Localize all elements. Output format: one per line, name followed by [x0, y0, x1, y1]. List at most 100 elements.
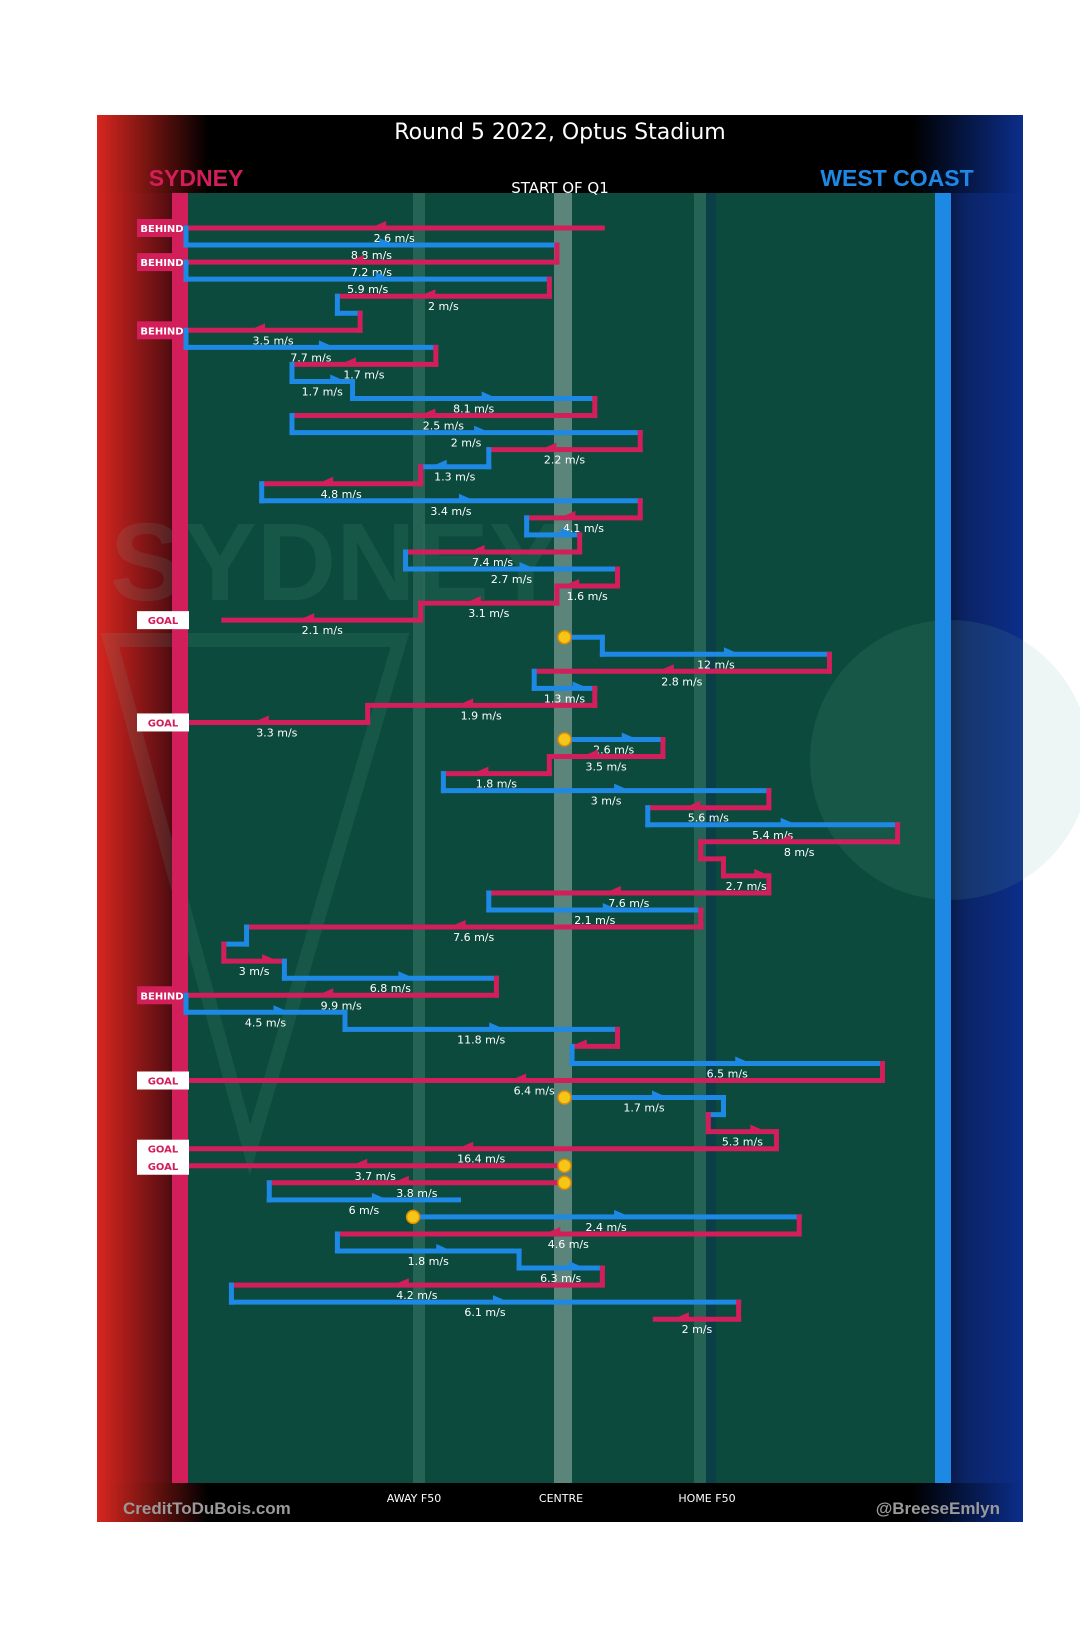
speed-label: 16.4 m/s: [457, 1153, 505, 1166]
direction-arrow: [330, 374, 347, 384]
outcome-label: GOAL: [148, 616, 179, 627]
speed-label: 2.1 m/s: [574, 914, 615, 927]
axis-label-home-f50: HOME F50: [678, 1492, 735, 1505]
speed-label: 3.8 m/s: [396, 1187, 437, 1200]
direction-arrow: [602, 903, 619, 912]
speed-label: 4.5 m/s: [245, 1016, 286, 1029]
outcome-label: GOAL: [148, 1077, 179, 1088]
direction-arrow: [735, 1056, 752, 1066]
speed-label: 1.8 m/s: [476, 778, 517, 791]
direction-arrow: [568, 1261, 585, 1271]
speed-label: 4.2 m/s: [396, 1289, 437, 1302]
speed-label: 6.8 m/s: [370, 982, 411, 995]
axis-label-centre: CENTRE: [539, 1492, 583, 1505]
direction-arrow: [493, 1295, 510, 1305]
speed-label: 3 m/s: [239, 965, 270, 978]
speed-label: 12 m/s: [697, 658, 735, 671]
direction-arrow: [780, 817, 797, 827]
speed-label: 3.1 m/s: [468, 607, 509, 620]
direction-arrow: [419, 408, 436, 418]
axis-label-away-f50: AWAY F50: [387, 1492, 441, 1505]
speed-label: 4.1 m/s: [563, 522, 604, 535]
speed-label: 2 m/s: [451, 437, 482, 450]
outcome-badge: [137, 219, 187, 237]
direction-arrow: [572, 681, 589, 691]
speed-label: 1.8 m/s: [408, 1255, 449, 1268]
sydney-team-name: SYDNEY: [149, 165, 244, 191]
westcoast-goal-line: [935, 193, 951, 1483]
direction-arrow: [468, 544, 485, 554]
direction-arrow: [519, 562, 536, 571]
direction-arrow: [481, 391, 498, 401]
direction-arrow: [371, 1192, 388, 1202]
direction-arrow: [510, 1073, 527, 1083]
direction-arrow: [540, 442, 557, 452]
direction-arrow: [472, 766, 489, 776]
speed-label: 1.7 m/s: [302, 385, 343, 398]
direction-arrow: [252, 715, 269, 725]
speed-label: 2.4 m/s: [586, 1221, 627, 1234]
direction-arrow: [489, 1022, 506, 1032]
direction-arrow: [398, 971, 415, 981]
direction-arrow: [436, 1244, 453, 1253]
sydney-goal-line: [172, 193, 188, 1483]
quarter-start-label: START OF Q1: [511, 179, 609, 197]
speed-label: 3.7 m/s: [355, 1170, 396, 1183]
speed-label: 11.8 m/s: [457, 1033, 505, 1046]
away-f50-line: [413, 193, 425, 1483]
speed-label: 4.8 m/s: [321, 488, 362, 501]
centre-line: [554, 193, 572, 1483]
outcome-label: GOAL: [148, 1145, 179, 1156]
stoppage-marker: [557, 1175, 572, 1191]
direction-arrow: [464, 596, 481, 606]
speed-label: 2 m/s: [682, 1323, 713, 1336]
direction-arrow: [672, 1312, 689, 1322]
direction-arrow: [775, 834, 792, 844]
direction-arrow: [419, 289, 436, 299]
outcome-badge: [137, 253, 187, 272]
speed-label: 5.6 m/s: [688, 812, 729, 825]
speed-label: 2.8 m/s: [661, 675, 702, 688]
outcome-label: GOAL: [148, 1162, 179, 1173]
outcome-label: GOAL: [148, 718, 179, 729]
outcome-label: BEHIND: [140, 224, 183, 235]
speed-label: 6.4 m/s: [514, 1085, 555, 1098]
speed-label: 3.5 m/s: [252, 334, 293, 347]
header-band: [97, 115, 1023, 193]
outcome-label: BEHIND: [140, 326, 183, 337]
westcoast-team-name: WEST COAST: [820, 165, 973, 191]
direction-arrow: [614, 783, 631, 793]
direction-arrow: [347, 255, 364, 265]
speed-label: 3.3 m/s: [256, 726, 297, 739]
direction-arrow: [657, 664, 674, 674]
direction-arrow: [298, 613, 315, 623]
speed-label: 3.5 m/s: [586, 761, 627, 774]
speed-label: 2.6 m/s: [593, 744, 634, 757]
direction-arrow: [273, 1005, 290, 1015]
stoppage-marker: [557, 1158, 572, 1173]
speed-label: 1.3 m/s: [434, 471, 475, 484]
speed-label: 1.9 m/s: [461, 709, 502, 722]
speed-label: 7.4 m/s: [472, 556, 513, 569]
direction-arrow: [458, 493, 475, 503]
direction-arrow: [392, 1175, 409, 1185]
chart-title: Round 5 2022, Optus Stadium: [394, 120, 725, 145]
outcome-badge: [137, 611, 189, 630]
direction-arrow: [754, 868, 771, 878]
outcome-badge: [137, 713, 189, 732]
outcome-badge: [137, 1139, 189, 1158]
direction-arrow: [614, 1209, 631, 1219]
direction-arrow: [430, 459, 447, 469]
speed-label: 6 m/s: [349, 1204, 380, 1217]
speed-label: 8 m/s: [784, 846, 815, 859]
speed-label: 3 m/s: [591, 795, 622, 808]
speed-label: 7.6 m/s: [608, 897, 649, 910]
direction-arrow: [563, 579, 580, 589]
outcome-badge: [137, 321, 187, 340]
credit-right: @BreeseEmlyn: [876, 1499, 1000, 1518]
direction-arrow: [351, 1158, 368, 1168]
direction-arrow: [561, 527, 578, 537]
speed-label: 6.1 m/s: [464, 1306, 505, 1319]
